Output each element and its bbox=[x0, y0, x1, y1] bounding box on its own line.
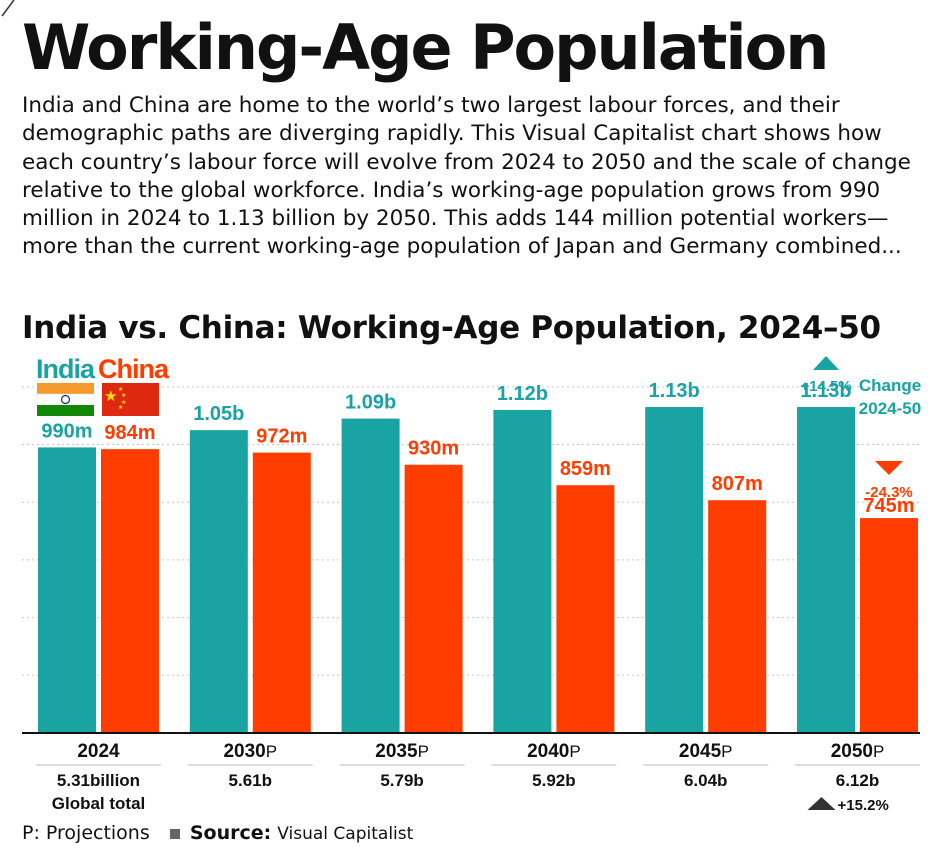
india-flag-chakra-icon bbox=[60, 394, 71, 405]
projection-note: P: Projections bbox=[22, 822, 150, 844]
x-tick-label: 2024 bbox=[77, 741, 120, 762]
china-value-label: 807m bbox=[712, 473, 763, 495]
india-bar bbox=[189, 430, 248, 733]
china-flag-star-icon: ★ bbox=[104, 388, 117, 405]
china-change-down-arrow-icon bbox=[875, 461, 903, 475]
india-value-label: 1.09b bbox=[345, 392, 396, 414]
projection-flag: P bbox=[569, 742, 580, 761]
bar-chart: 990m 984m 2024 5.31billion 1.05b 972m 2030P 5.6… bbox=[22, 354, 921, 814]
global-total-caption: Global total bbox=[52, 794, 146, 813]
china-flag-small-star-icon: ★ bbox=[118, 386, 123, 393]
global-total-value: 5.92b bbox=[532, 771, 575, 790]
china-value-label: 984m bbox=[104, 422, 155, 444]
china-flag-small-star-icon: ★ bbox=[118, 404, 123, 411]
india-value-label: 1.13b bbox=[800, 380, 851, 402]
projection-flag: P bbox=[266, 742, 277, 761]
footer: P: Projections Source: Visual Capitalist bbox=[22, 822, 413, 844]
china-value-label: 745m bbox=[863, 495, 914, 517]
global-total-value: 5.79b bbox=[380, 771, 423, 790]
china-bar bbox=[860, 518, 918, 733]
india-bar bbox=[38, 447, 96, 733]
source-name: Visual Capitalist bbox=[277, 824, 414, 844]
india-bar bbox=[493, 409, 552, 733]
corner-slash-mark bbox=[1, 0, 15, 17]
source-marker-icon bbox=[169, 829, 180, 839]
projection-flag: P bbox=[721, 742, 732, 761]
global-total-value: 6.04b bbox=[684, 771, 727, 790]
projection-flag: P bbox=[418, 742, 429, 761]
india-bar bbox=[645, 407, 704, 733]
legend-india-label: India bbox=[36, 354, 96, 384]
change-label-line2: 2024-50 bbox=[859, 399, 921, 418]
china-bar bbox=[556, 485, 615, 733]
global-total-value: 5.61b bbox=[229, 771, 272, 790]
india-bar bbox=[341, 418, 400, 733]
legend-china-label: China bbox=[98, 354, 170, 384]
india-bar bbox=[797, 407, 855, 733]
source-label: Source: bbox=[189, 822, 272, 844]
china-change-value: -24.3% bbox=[865, 484, 913, 501]
india-flag-saffron bbox=[37, 383, 94, 394]
china-flag-small-star-icon: ★ bbox=[121, 399, 126, 406]
x-tick-label: 2050P bbox=[831, 741, 885, 762]
india-flag-green bbox=[37, 405, 94, 416]
china-bar bbox=[101, 449, 159, 733]
change-label-line1: Change bbox=[859, 376, 921, 395]
china-value-label: 930m bbox=[408, 438, 459, 460]
india-value-label: 990m bbox=[41, 420, 92, 442]
global-total-value: 6.12b bbox=[836, 771, 879, 790]
intro-paragraph: India and China are home to the world’s … bbox=[22, 93, 911, 260]
china-bar bbox=[252, 452, 311, 733]
india-value-label: 1.05b bbox=[193, 403, 244, 425]
india-value-label: 1.13b bbox=[649, 380, 700, 402]
global-total-value: 5.31billion bbox=[57, 771, 140, 790]
x-tick-label: 2030P bbox=[223, 741, 277, 762]
projection-flag: P bbox=[873, 742, 884, 761]
china-value-label: 859m bbox=[560, 458, 611, 480]
x-tick-label: 2035P bbox=[375, 741, 429, 762]
china-flag-small-star-icon: ★ bbox=[121, 392, 126, 399]
india-value-label: 1.12b bbox=[497, 383, 548, 405]
chart-title: India vs. China: Working-Age Population,… bbox=[22, 310, 881, 346]
china-bar bbox=[708, 500, 767, 733]
india-change-up-arrow-icon bbox=[813, 356, 839, 370]
china-bar bbox=[404, 464, 463, 733]
china-value-label: 972m bbox=[256, 426, 307, 448]
china-flag bbox=[102, 383, 159, 416]
india-change-value: +14.5% bbox=[800, 378, 851, 395]
global-change-up-arrow-icon bbox=[807, 797, 836, 810]
page-title: Working-Age Population bbox=[22, 11, 829, 84]
global-change-value: +15.2% bbox=[838, 797, 889, 814]
x-tick-label: 2040P bbox=[527, 741, 581, 762]
x-tick-label: 2045P bbox=[679, 741, 733, 762]
